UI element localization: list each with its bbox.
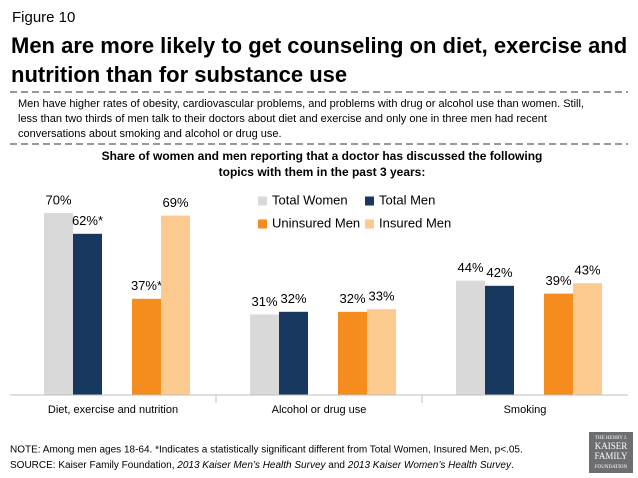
value-label: 62%*	[72, 213, 103, 228]
bar	[44, 213, 73, 395]
bar	[73, 233, 102, 395]
logo-text: FOUNDATION	[595, 465, 628, 470]
value-label: 43%	[574, 263, 600, 278]
figure-label: Figure 10	[12, 9, 75, 26]
source: SOURCE: Kaiser Family Foundation, 2013 K…	[10, 460, 514, 471]
headline: nutrition than for substance use	[11, 62, 347, 87]
value-label: 70%	[45, 192, 71, 207]
value-label: 32%	[280, 291, 306, 306]
logo	[589, 432, 633, 473]
bar	[544, 293, 573, 395]
bar	[573, 283, 602, 395]
legend-swatch	[365, 219, 374, 229]
summary: less than two thirds of men talk to thei…	[18, 113, 547, 125]
headline: Men are more likely to get counseling on…	[11, 33, 627, 58]
value-label: 33%	[368, 289, 394, 304]
legend-swatch	[365, 196, 374, 206]
summary: Men have higher rates of obesity, cardio…	[18, 98, 584, 110]
legend-label: Insured Men	[379, 215, 451, 230]
chart-title: topics with them in the past 3 years:	[219, 165, 426, 179]
value-label: 39%	[545, 273, 571, 288]
bar	[161, 215, 190, 395]
summary: conversations about smoking and alcohol …	[18, 128, 282, 140]
bar	[485, 285, 514, 395]
value-label: 42%	[486, 265, 512, 280]
value-label: 69%	[162, 195, 188, 210]
bar	[338, 311, 367, 395]
source-text: SOURCE: Kaiser Family Foundation,	[10, 460, 177, 471]
x-tick-label: Smoking	[504, 404, 547, 416]
bar	[132, 298, 161, 395]
legend-swatch	[258, 219, 267, 229]
bar	[456, 280, 485, 395]
source-text: 2013 Kaiser Women’s Health Survey	[347, 460, 512, 471]
legend-label: Total Women	[272, 192, 348, 207]
logo-text: KAISER	[595, 441, 628, 451]
legend-swatch	[258, 196, 267, 206]
value-label: 32%	[339, 291, 365, 306]
bar	[367, 309, 396, 395]
chart-title: Share of women and men reporting that a …	[102, 149, 543, 163]
note: NOTE: Among men ages 18-64. *Indicates a…	[10, 445, 523, 456]
logo-text: FAMILY	[595, 451, 628, 461]
value-label: 37%*	[131, 278, 162, 293]
x-tick-label: Alcohol or drug use	[272, 404, 367, 416]
legend-label: Uninsured Men	[272, 215, 360, 230]
source-text: .	[511, 460, 514, 471]
source-text: and	[326, 460, 348, 471]
bar	[279, 311, 308, 395]
x-tick-label: Diet, exercise and nutrition	[48, 404, 178, 416]
legend-label: Total Men	[379, 192, 435, 207]
value-label: 44%	[457, 260, 483, 275]
bar	[250, 314, 279, 395]
source-text: 2013 Kaiser Men’s Health Survey	[176, 460, 326, 471]
value-label: 31%	[251, 294, 277, 309]
logo-text: THE HENRY J.	[595, 436, 627, 441]
